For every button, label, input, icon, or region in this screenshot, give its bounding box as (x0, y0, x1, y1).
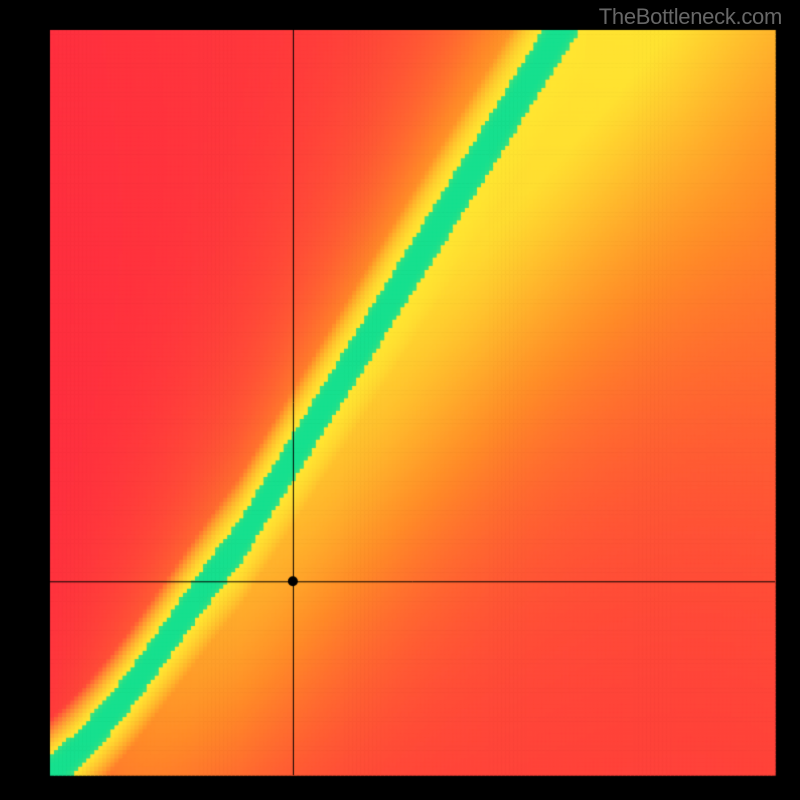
bottleneck-heatmap (0, 0, 800, 800)
watermark-text: TheBottleneck.com (599, 4, 782, 30)
